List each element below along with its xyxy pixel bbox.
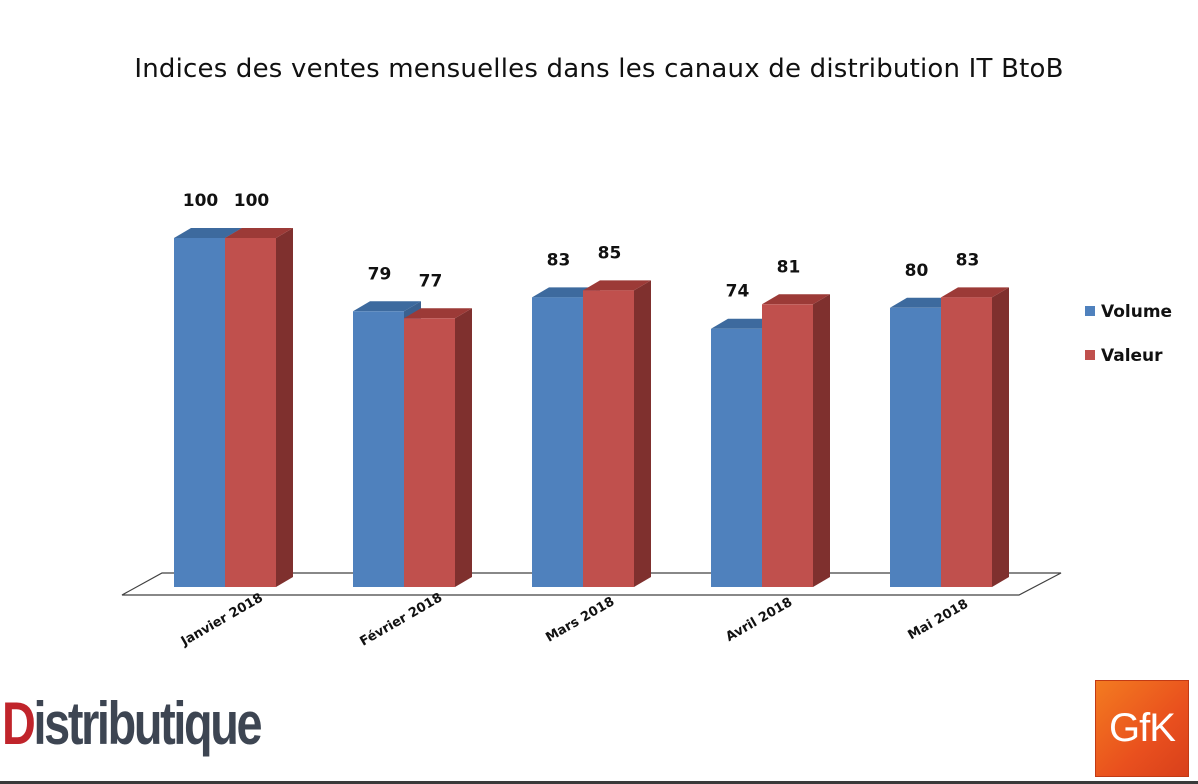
chart-title: Indices des ventes mensuelles dans les c… <box>134 54 1064 84</box>
legend-item-volume: Volume <box>1085 302 1172 322</box>
bottom-divider <box>0 781 1198 784</box>
x-tick-label-4: Mai 2018 <box>906 597 971 643</box>
bar-valeur-0 <box>225 228 293 587</box>
distributique-logo: Distributique <box>2 690 263 757</box>
bar-valeur-3 <box>762 294 830 587</box>
legend-item-valeur: Valeur <box>1085 346 1163 366</box>
x-tick-label-3: Avril 2018 <box>723 595 795 645</box>
data-label-valeur-2: 85 <box>598 243 622 263</box>
legend-swatch-volume <box>1085 306 1095 316</box>
data-label-volume-0: 100 <box>183 191 219 211</box>
x-tick-label-1: Février 2018 <box>357 590 445 649</box>
legend-swatch-valeur <box>1085 350 1095 360</box>
x-tick-label-0: Janvier 2018 <box>178 591 266 650</box>
data-label-valeur-0: 100 <box>234 191 270 211</box>
legend-label-valeur: Valeur <box>1101 346 1163 366</box>
legend-label-volume: Volume <box>1101 302 1173 322</box>
data-label-valeur-3: 81 <box>777 257 801 277</box>
data-label-volume-4: 80 <box>905 261 929 281</box>
data-label-valeur-1: 77 <box>419 271 443 291</box>
bar-valeur-1 <box>404 308 472 587</box>
bar-valeur-4 <box>941 287 1009 587</box>
data-label-volume-1: 79 <box>368 264 392 284</box>
data-label-valeur-4: 83 <box>956 250 980 270</box>
data-label-volume-3: 74 <box>726 282 750 302</box>
data-label-volume-2: 83 <box>547 250 571 270</box>
bar-valeur-2 <box>583 280 651 587</box>
x-tick-label-2: Mars 2018 <box>543 594 617 645</box>
gfk-logo: GfK <box>1095 680 1189 777</box>
